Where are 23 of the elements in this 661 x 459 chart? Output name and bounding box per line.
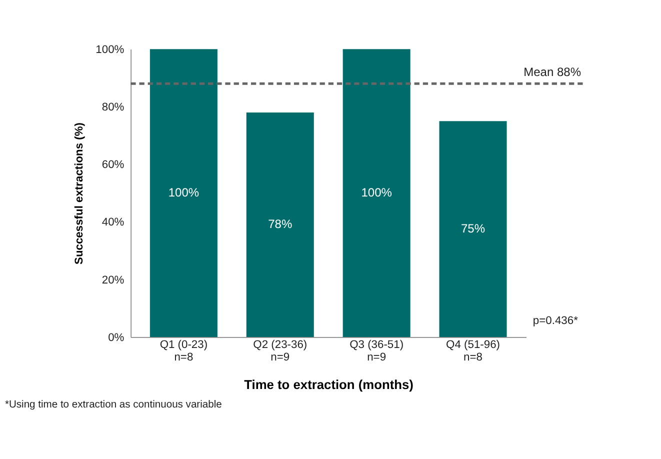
y-axis-title: Successful extractions (%) xyxy=(74,122,86,264)
y-tick-label: 60% xyxy=(102,159,124,172)
bar xyxy=(342,49,410,338)
y-tick-label: 0% xyxy=(108,332,124,344)
y-tick-label: 80% xyxy=(102,102,124,114)
x-tick-label: Q3 (36-51) n=9 xyxy=(350,338,404,364)
text: *Using time to extraction as continuous variable xyxy=(4,400,222,411)
bar xyxy=(150,49,218,338)
data-label: 100% xyxy=(168,186,200,200)
y-tick-label: 40% xyxy=(102,216,124,229)
y-tick-label: 20% xyxy=(102,274,124,286)
x-tick-label: Q2 (23-36) n=9 xyxy=(253,338,308,364)
data-label: 100% xyxy=(361,186,392,200)
ref-line-label: Mean 88% xyxy=(524,64,582,79)
bar xyxy=(439,121,507,338)
x-tick-label: Q4 (51-96) n=8 xyxy=(446,338,500,364)
x-tick-label: Q1 (0-23) n=8 xyxy=(160,338,208,364)
x-axis-title: Time to extraction (months) xyxy=(244,377,414,392)
annotation: p=0.436* xyxy=(532,315,579,328)
bar xyxy=(246,112,314,338)
y-tick-label: 100% xyxy=(96,44,124,56)
data-label: 75% xyxy=(460,221,486,236)
data-label: 78% xyxy=(268,217,292,232)
